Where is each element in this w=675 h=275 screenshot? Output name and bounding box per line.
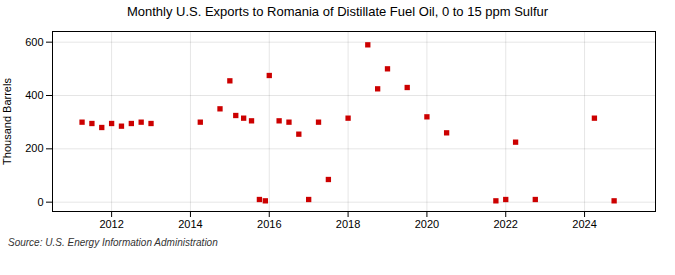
html-text:Monthly U.S. Exports to Romani: Monthly U.S. Exports to Romania of Disti… [126, 4, 549, 19]
svg-text:2022: 2022 [493, 218, 517, 230]
svg-text:200: 200 [25, 142, 43, 154]
svg-text:2024: 2024 [572, 218, 596, 230]
svg-text:2016: 2016 [257, 218, 281, 230]
svg-text:400: 400 [25, 89, 43, 101]
html-text:Source: U.S. Energy Informatio: Source: U.S. Energy Information Administ… [8, 237, 218, 248]
svg-text:2020: 2020 [415, 218, 439, 230]
svg-text:0: 0 [37, 196, 43, 208]
svg-text:Thousand Barrels: Thousand Barrels [1, 78, 13, 165]
svg-text:2014: 2014 [178, 218, 202, 230]
svg-text:600: 600 [25, 36, 43, 48]
svg-text:2018: 2018 [336, 218, 360, 230]
svg-text:2012: 2012 [99, 218, 123, 230]
